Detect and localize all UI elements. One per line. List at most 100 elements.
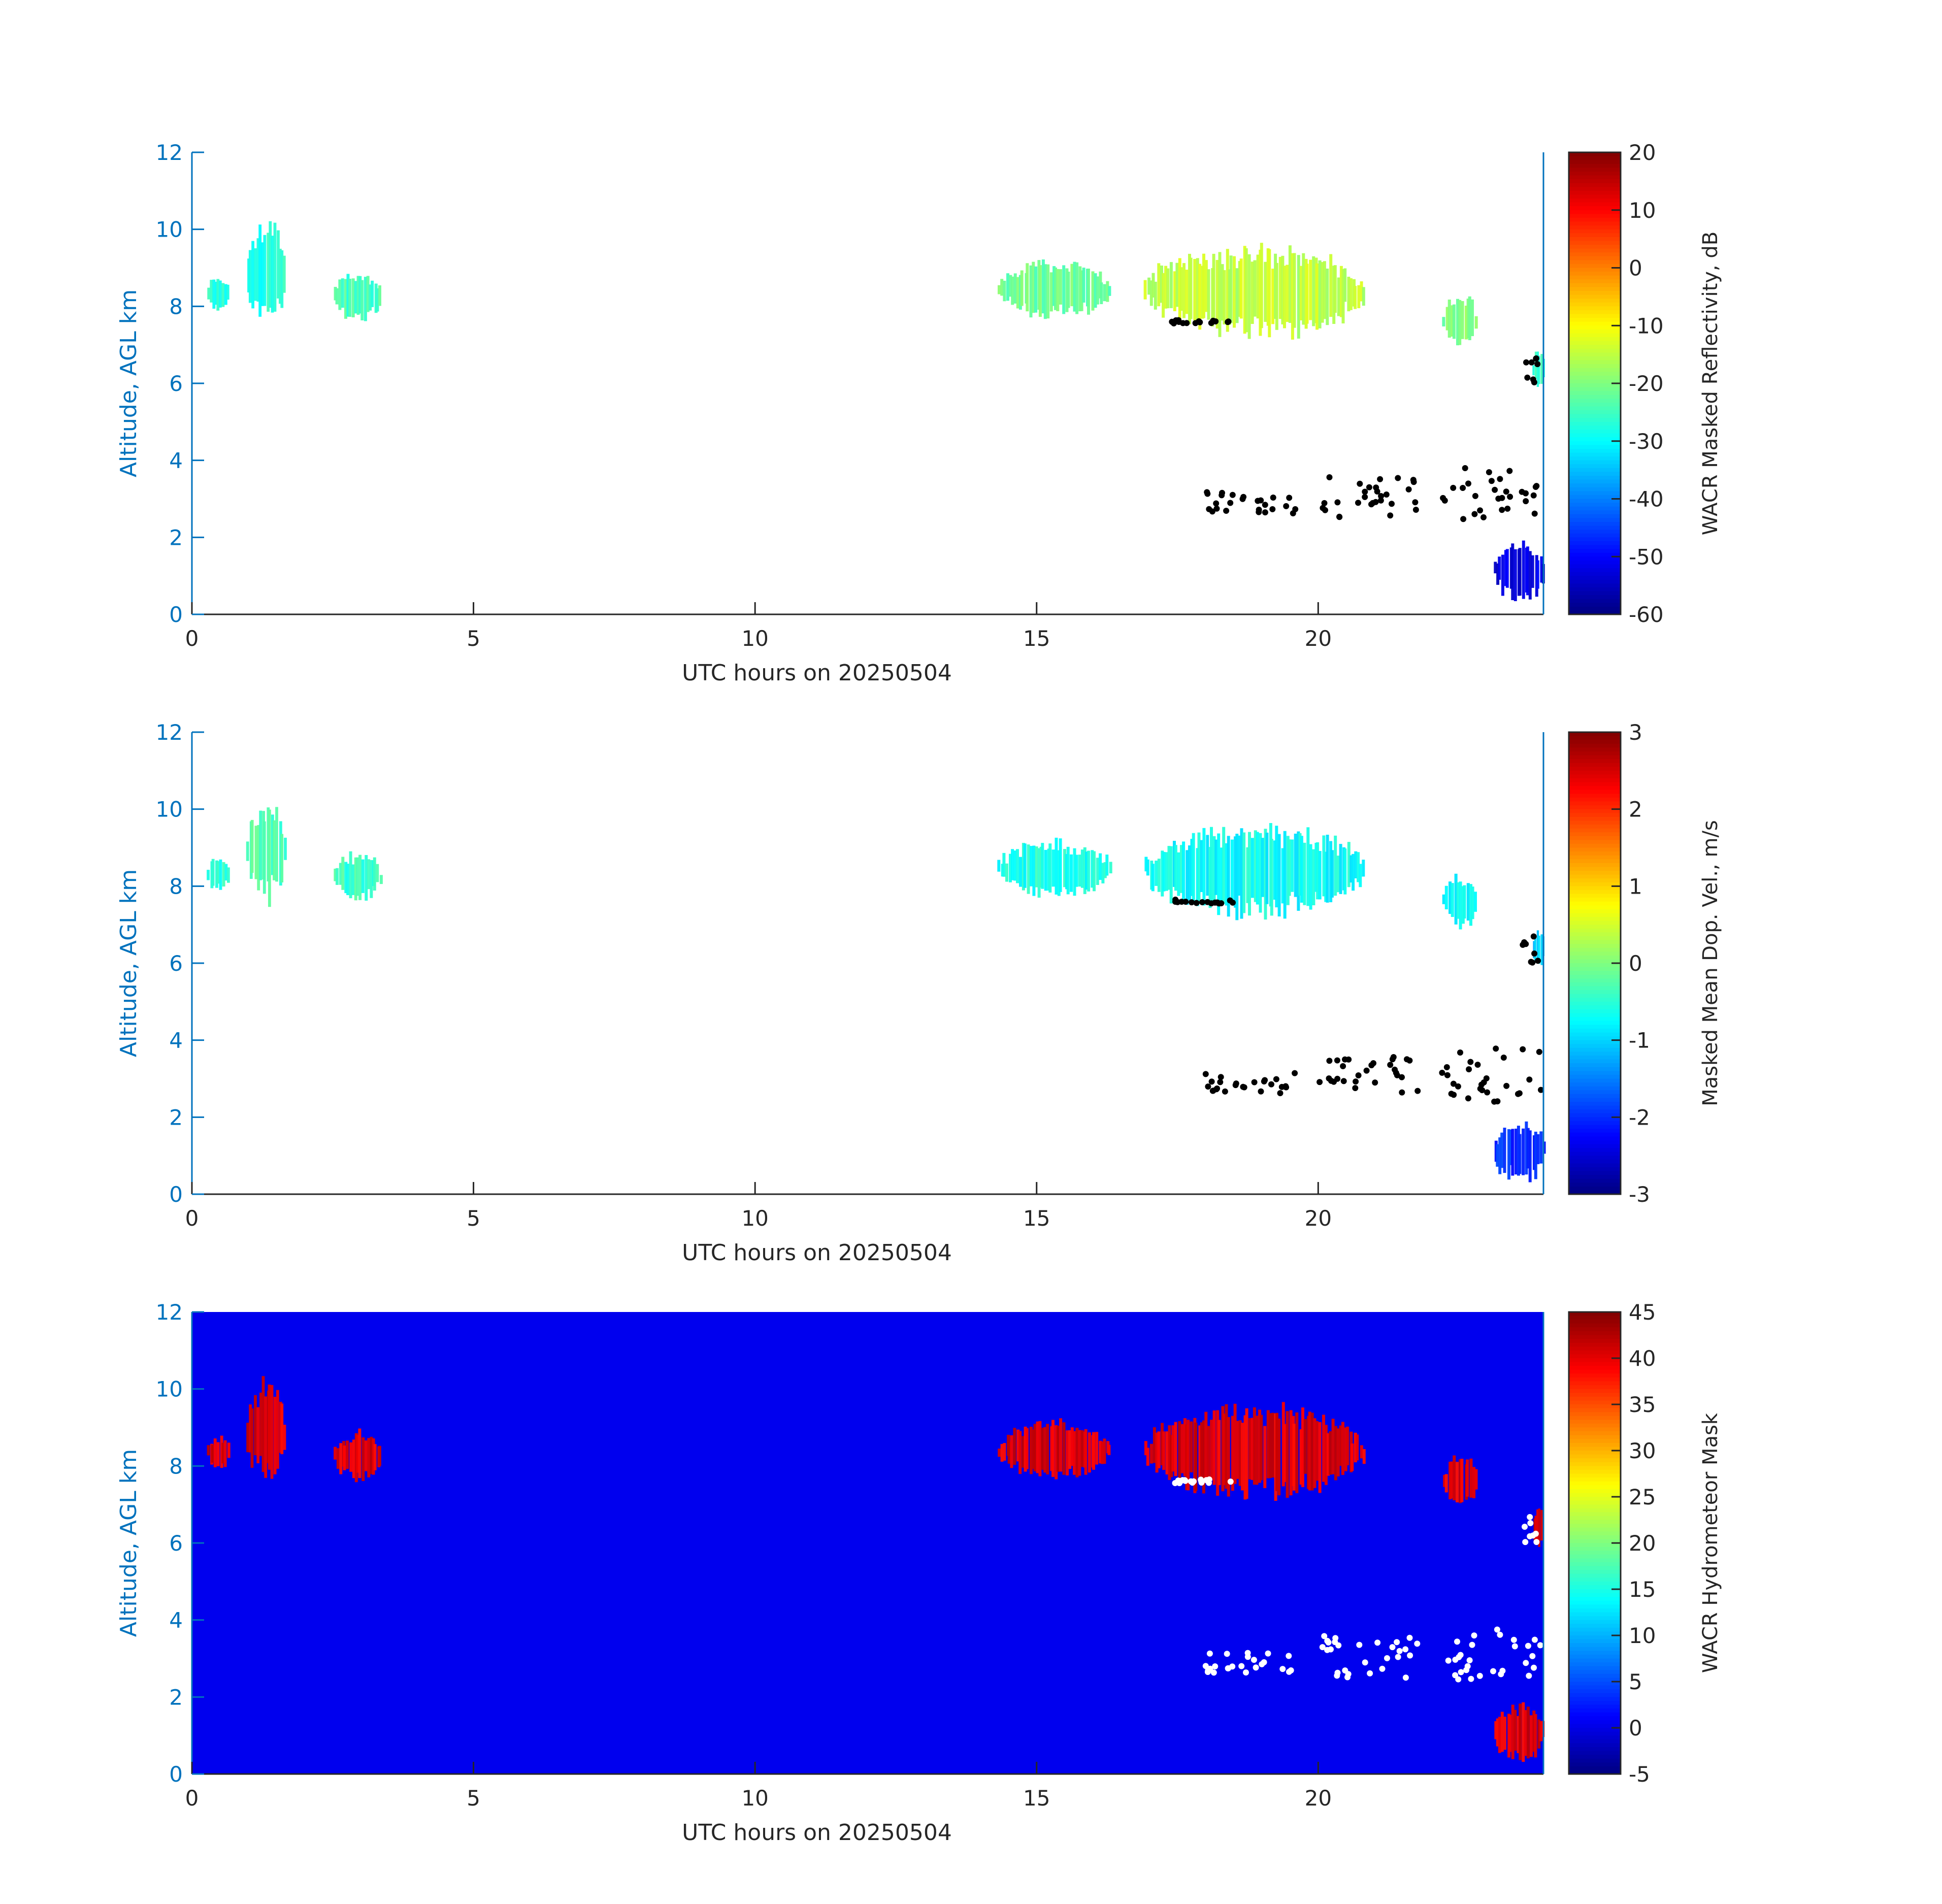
- marker-point: [1484, 1089, 1491, 1096]
- colorbar-step: [1569, 468, 1621, 473]
- marker-point: [1499, 507, 1505, 513]
- marker-point: [1527, 1533, 1533, 1539]
- echo-streak: [1301, 1407, 1304, 1487]
- marker-point: [1533, 355, 1539, 362]
- marker-point: [1324, 1637, 1331, 1644]
- echo-streak: [1323, 261, 1326, 319]
- marker-point: [1530, 492, 1537, 499]
- echo-streak: [282, 255, 286, 293]
- echo-streak: [1194, 1422, 1198, 1491]
- echo-streak: [1526, 546, 1529, 596]
- colorbar-step: [1569, 318, 1621, 322]
- colorbar-step: [1569, 1570, 1621, 1574]
- colorbar-step: [1569, 190, 1621, 195]
- echo-streak: [1312, 849, 1315, 905]
- colorbar-step: [1569, 433, 1621, 438]
- marker-point: [1466, 1066, 1472, 1072]
- echo-streak: [1029, 265, 1033, 318]
- marker-point: [1208, 1078, 1215, 1085]
- marker-point: [1537, 1642, 1543, 1649]
- echo-region: [247, 221, 286, 317]
- marker-point: [1379, 1665, 1386, 1672]
- colorbar-step: [1569, 1040, 1621, 1044]
- echo-streak: [1073, 1431, 1076, 1475]
- echo-streak: [1016, 849, 1019, 883]
- echo-streak: [1496, 1718, 1499, 1747]
- colorbar-step: [1569, 479, 1621, 484]
- colorbar-step: [1569, 1524, 1621, 1528]
- echo-streak: [1099, 853, 1102, 880]
- echo-streak: [339, 1443, 343, 1474]
- marker-point: [1495, 496, 1502, 502]
- marker-point: [1491, 1098, 1498, 1105]
- marker-point: [1262, 1077, 1268, 1084]
- echo-streak: [1022, 1436, 1025, 1468]
- echo-streak: [1299, 266, 1303, 320]
- echo-streak: [280, 834, 284, 882]
- echo-streak: [1055, 837, 1058, 895]
- echo-streak: [356, 276, 360, 315]
- echo-streak: [1051, 849, 1055, 887]
- echo-streak: [212, 279, 216, 309]
- colorbar-tick-label: 40: [1629, 1346, 1656, 1371]
- colorbar-step: [1569, 448, 1621, 453]
- echo-streak: [1160, 266, 1163, 303]
- colorbar-step: [1569, 1013, 1621, 1017]
- echo-streak: [246, 1423, 249, 1453]
- marker-point: [1523, 498, 1529, 505]
- echo-streak: [1245, 1408, 1248, 1499]
- colorbar-step: [1569, 483, 1621, 488]
- echo-streak: [1528, 1130, 1532, 1183]
- marker-point: [1269, 506, 1276, 512]
- colorbar-step: [1569, 843, 1621, 848]
- colorbar-step: [1569, 1747, 1621, 1752]
- colorbar-step: [1569, 1720, 1621, 1725]
- echo-streak: [1200, 840, 1203, 892]
- colorbar-step: [1569, 967, 1621, 971]
- echo-streak: [373, 1444, 377, 1470]
- marker-point: [1368, 1062, 1375, 1068]
- colorbar-step: [1569, 917, 1621, 922]
- echo-streak: [1075, 1428, 1079, 1478]
- colorbar-step: [1569, 1689, 1621, 1694]
- echo-streak: [1143, 280, 1147, 300]
- echo-streak: [1223, 1414, 1226, 1486]
- echo-streak: [1078, 266, 1082, 312]
- colorbar-step: [1569, 341, 1621, 345]
- colorbar-step: [1569, 1678, 1621, 1682]
- echo-streak: [1305, 264, 1309, 324]
- colorbar-step: [1569, 1658, 1621, 1663]
- colorbar-step: [1569, 1709, 1621, 1713]
- echo-streak: [1264, 261, 1267, 322]
- colorbar-step: [1569, 556, 1621, 561]
- colorbar-tick-label: 30: [1629, 1438, 1656, 1463]
- colorbar-step: [1569, 747, 1621, 752]
- marker-point: [1244, 1650, 1251, 1656]
- colorbar-step: [1569, 797, 1621, 802]
- echo-streak: [1244, 248, 1248, 333]
- echo-streak: [1316, 842, 1320, 900]
- marker-point: [1525, 1643, 1531, 1649]
- colorbar-step: [1569, 1032, 1621, 1037]
- colorbar-step: [1569, 1600, 1621, 1605]
- marker-point: [1204, 489, 1210, 496]
- marker-point: [1206, 1480, 1212, 1486]
- colorbar-step: [1569, 971, 1621, 975]
- colorbar-step: [1569, 1755, 1621, 1759]
- echo-streak: [1442, 894, 1445, 904]
- echo-streak: [1461, 301, 1464, 339]
- echo-streak: [1321, 262, 1324, 323]
- echo-streak: [351, 278, 355, 317]
- colorbar-step: [1569, 294, 1621, 299]
- echo-streak: [1256, 832, 1259, 905]
- x-tick-label: 0: [185, 1786, 199, 1811]
- echo-streak: [1449, 1461, 1452, 1499]
- colorbar-step: [1569, 786, 1621, 791]
- y-tick-label: 2: [169, 525, 183, 550]
- colorbar-step: [1569, 1454, 1621, 1459]
- marker-point: [1394, 1639, 1400, 1646]
- echo-streak: [1250, 838, 1254, 898]
- marker-point: [1182, 899, 1189, 905]
- colorbar-step: [1569, 1350, 1621, 1355]
- echo-streak: [268, 1384, 271, 1470]
